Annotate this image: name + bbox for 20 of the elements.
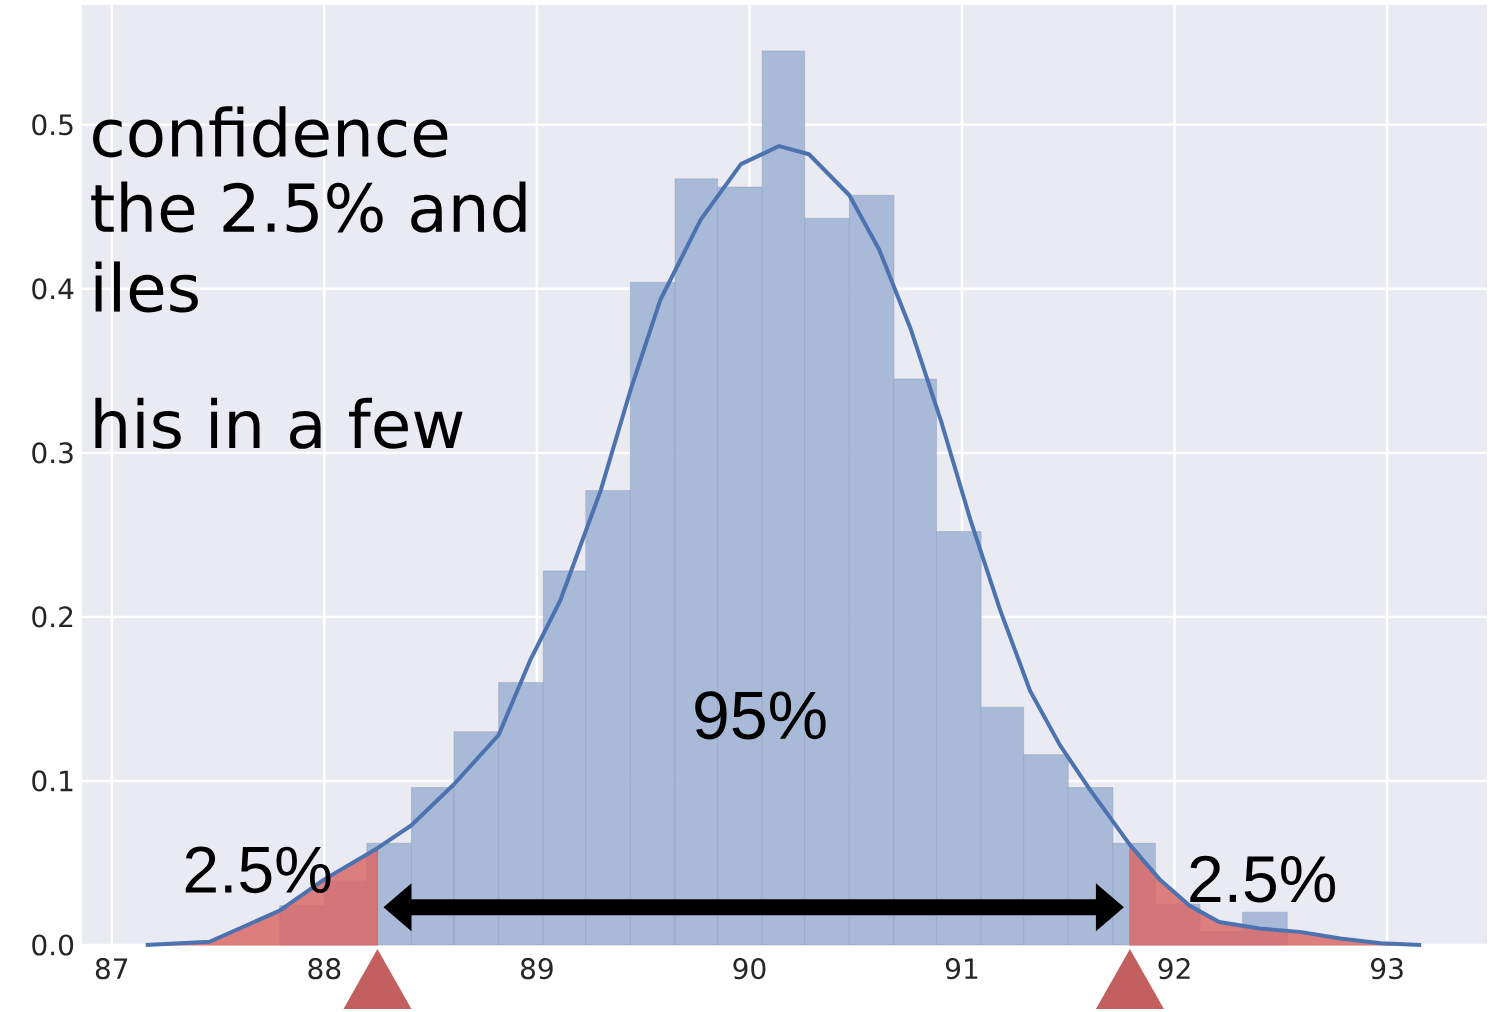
annotation: confidence: [93, 106, 448, 158]
x-tick-label: 92: [1158, 958, 1190, 980]
y-tick-label: 0.3: [32, 442, 73, 464]
annotation: 2.5%: [185, 846, 331, 894]
y-tick-label: 0.0: [32, 934, 74, 956]
annotation: 95%: [695, 691, 826, 740]
x-tick-label: 91: [945, 958, 978, 980]
annotation: iles: [95, 261, 198, 313]
annotation: 2.5%: [1190, 855, 1336, 903]
x-tick-label: 93: [1371, 958, 1403, 980]
annotation: the 2.5% and: [91, 181, 526, 233]
y-tick-label: 0.1: [32, 770, 73, 792]
y-tick-label: 0.2: [32, 606, 73, 628]
x-tick-label: 90: [733, 958, 766, 980]
annotation: his in a few: [95, 397, 463, 449]
y-tick-label: 0.4: [32, 278, 74, 300]
x-tick-label: 89: [520, 958, 553, 980]
x-tick-label: 88: [308, 958, 341, 980]
x-tick-label: 87: [95, 958, 128, 980]
y-tick-label: 0.5: [32, 114, 73, 136]
